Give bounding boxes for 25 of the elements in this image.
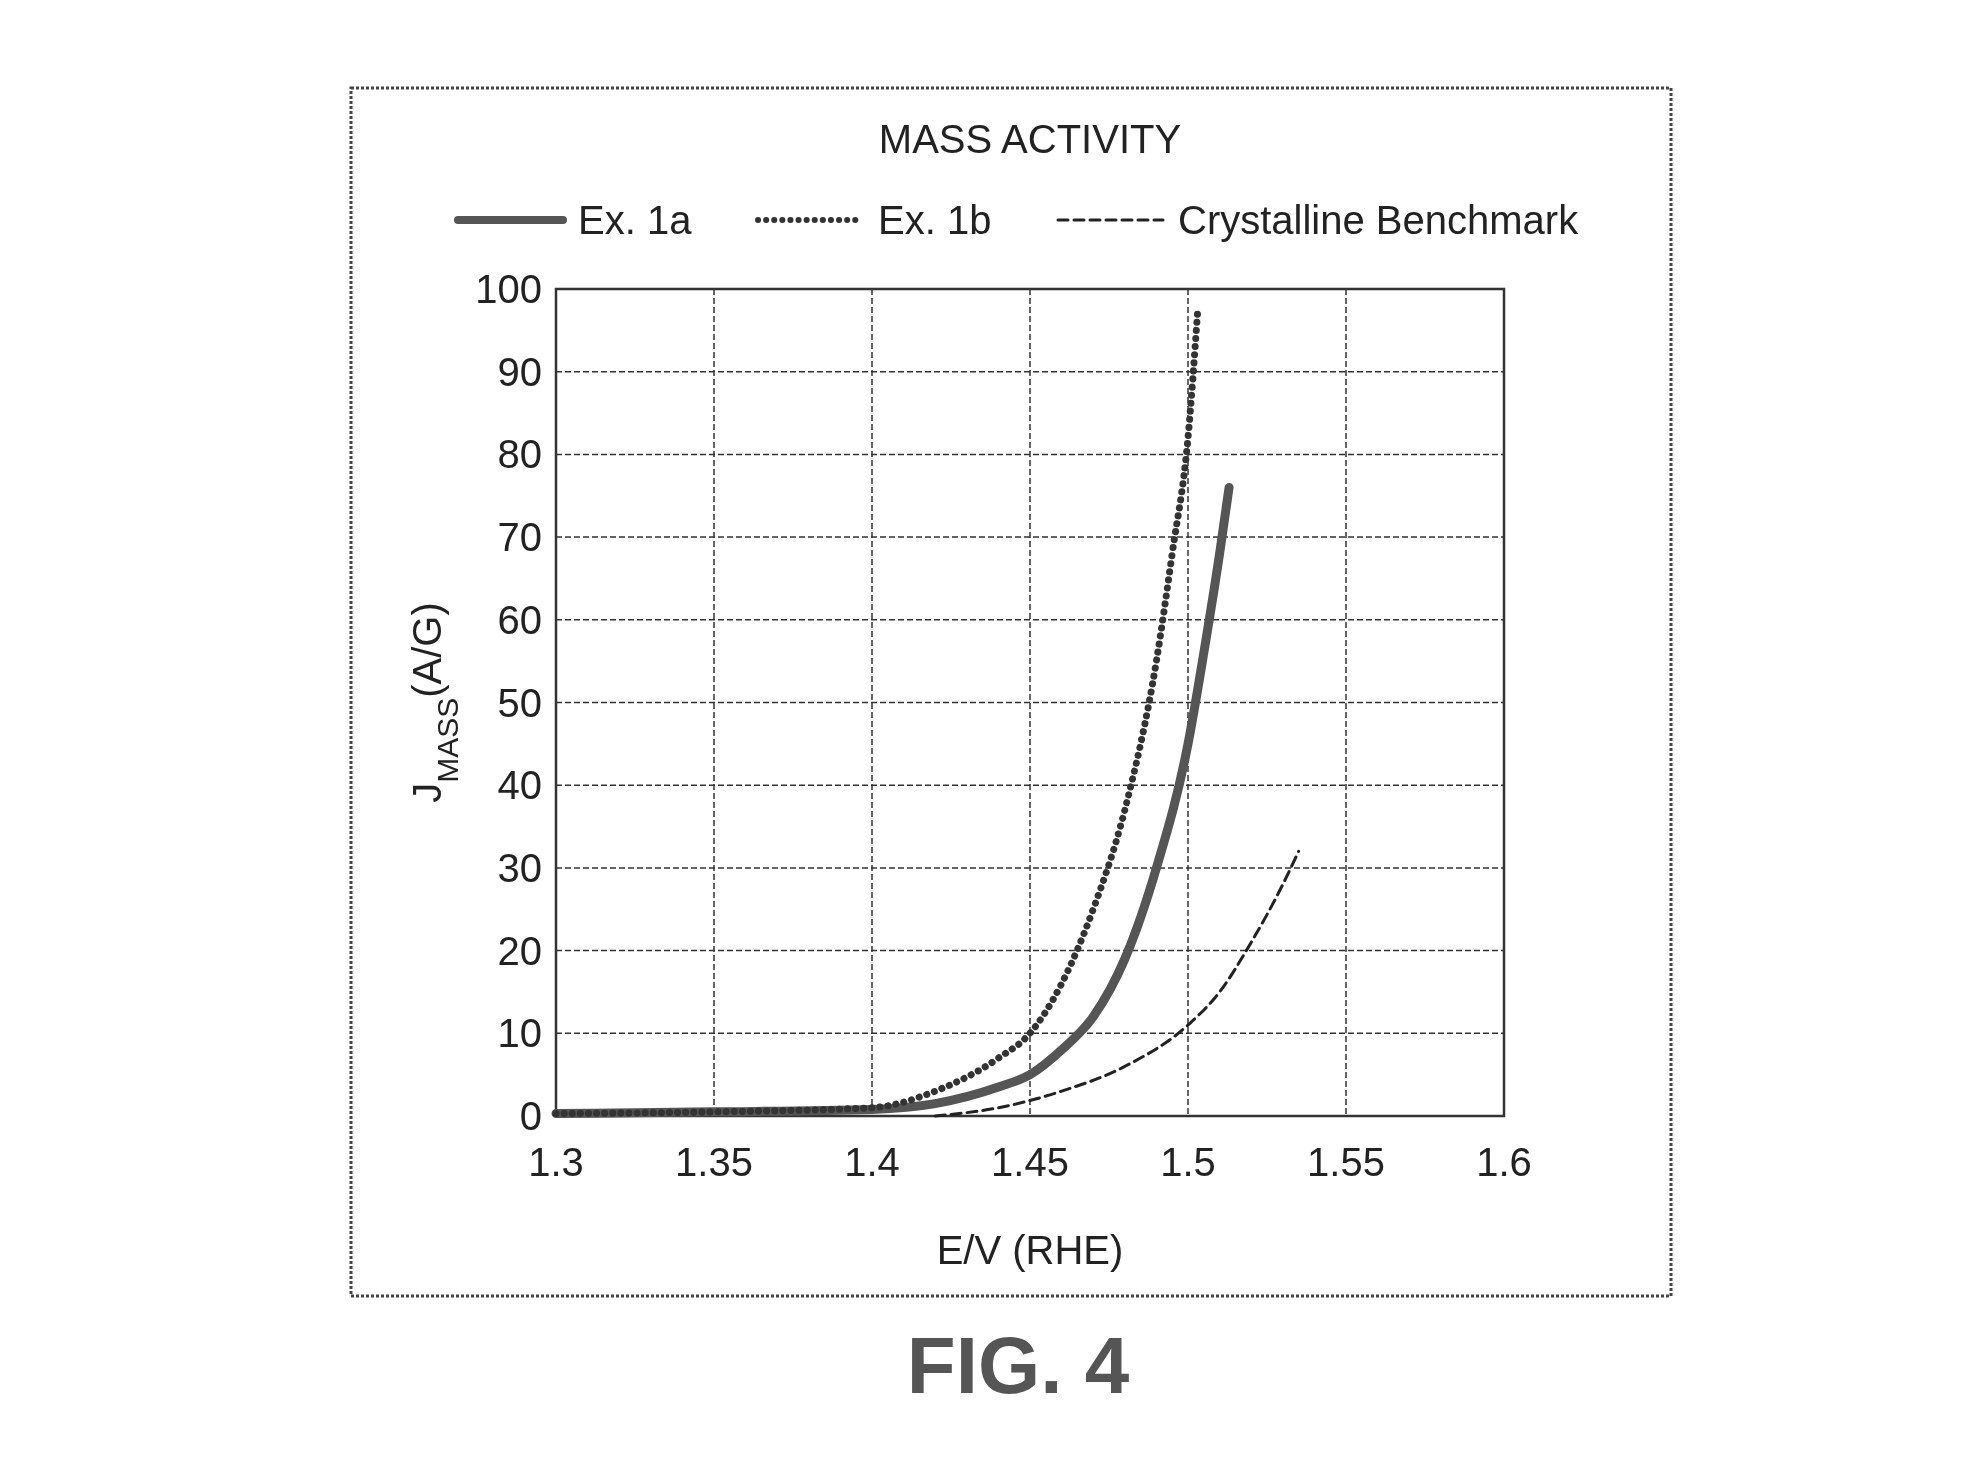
legend-label: Ex. 1a — [578, 198, 693, 242]
y-tick-label: 20 — [497, 928, 542, 973]
legend-label: Ex. 1b — [878, 198, 992, 242]
y-tick-label: 80 — [497, 432, 542, 477]
caption: FIG. 4 — [906, 1321, 1130, 1410]
y-tick-label: 40 — [497, 763, 542, 808]
y-tick-label: 60 — [497, 597, 542, 642]
y-tick-label: 70 — [497, 515, 542, 560]
y-tick-label: 50 — [497, 680, 542, 725]
y-tick-label: 100 — [475, 267, 542, 311]
y-tick-label: 90 — [497, 349, 542, 394]
x-tick-label: 1.45 — [991, 1140, 1069, 1184]
y-tick-label: 0 — [519, 1094, 542, 1138]
x-tick-label: 1.3 — [528, 1140, 584, 1184]
line-series — [933, 849, 1301, 1118]
x-tick-label: 1.55 — [1307, 1140, 1385, 1184]
x-tick-label: 1.35 — [675, 1140, 753, 1184]
y-tick-label: 10 — [497, 1011, 542, 1056]
x-axis-title: E/V (RHE) — [936, 1228, 1124, 1272]
legend-label: Crystalline Benchmark — [1178, 198, 1580, 242]
chart-title: MASS ACTIVITY — [878, 117, 1182, 161]
x-tick-label: 1.6 — [1476, 1140, 1532, 1184]
x-tick-label: 1.4 — [844, 1140, 900, 1184]
y-tick-label: 30 — [497, 845, 542, 890]
x-tick-label: 1.5 — [1160, 1140, 1216, 1184]
